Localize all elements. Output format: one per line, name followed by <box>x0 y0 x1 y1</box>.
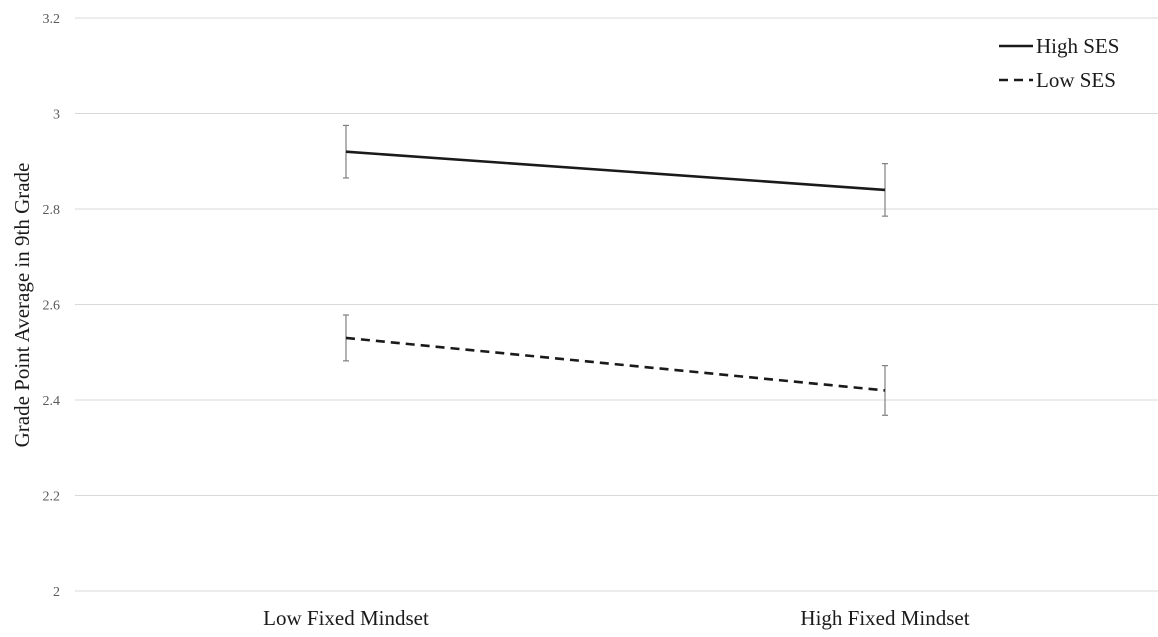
y-tick-label: 2.6 <box>43 299 61 314</box>
legend-label: Low SES <box>1036 68 1116 92</box>
legend-item: High SES <box>999 34 1119 58</box>
y-tick-label: 2.2 <box>43 490 61 505</box>
series-low-ses <box>343 314 888 416</box>
gridlines <box>75 17 1158 592</box>
legend-item: Low SES <box>999 68 1116 92</box>
y-tick-label: 3.2 <box>43 12 61 27</box>
series-high-ses <box>343 124 888 217</box>
y-axis-title: Grade Point Average in 9th Grade <box>10 163 34 448</box>
y-tick-label: 3 <box>53 108 60 123</box>
y-tick-label: 2.8 <box>43 203 61 218</box>
legend-label: High SES <box>1036 34 1119 58</box>
series <box>343 124 888 416</box>
y-tick-label: 2 <box>53 585 60 600</box>
series-line <box>345 150 886 192</box>
y-tick-label: 2.4 <box>43 394 61 409</box>
x-category-label: High Fixed Mindset <box>800 606 969 630</box>
x-axis-categories: Low Fixed Mindset High Fixed Mindset <box>263 606 970 630</box>
y-axis-ticks: 2 2.2 2.4 2.6 2.8 3 3.2 <box>43 12 61 600</box>
series-line <box>345 336 886 392</box>
x-category-label: Low Fixed Mindset <box>263 606 429 630</box>
legend: High SES Low SES <box>999 34 1119 92</box>
